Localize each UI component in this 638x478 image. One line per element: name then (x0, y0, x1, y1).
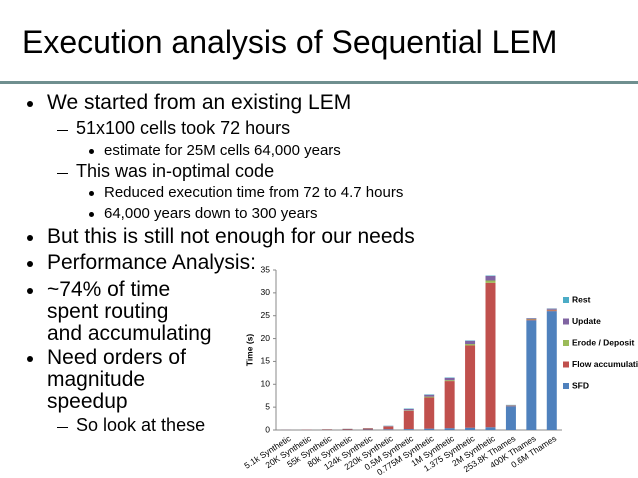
bar-segment (485, 275, 496, 281)
bar-segment (546, 311, 557, 430)
bullet-text: ~74% of time (47, 278, 171, 301)
legend-swatch (563, 361, 569, 368)
y-tick-label: 15 (261, 356, 271, 366)
bullet-marker (57, 172, 68, 174)
y-tick-label: 10 (261, 379, 271, 389)
bullet-text: This was in-optimal code (76, 161, 275, 181)
bar-segment (444, 380, 455, 382)
bullet-text: We started from an existing LEM (47, 91, 352, 114)
bullet-text: Reduced execution time from 72 to 4.7 ho… (104, 184, 404, 201)
bullet-text: 51x100 cells took 72 hours (76, 118, 291, 138)
bullet-text: spent routing (47, 300, 169, 323)
bar-segment (424, 394, 435, 397)
bar-segment (546, 308, 557, 310)
legend-swatch (563, 318, 569, 325)
legend-label: Update (572, 316, 601, 326)
bar-segment (546, 310, 557, 312)
legend-swatch (563, 383, 569, 389)
bar-segment (444, 377, 455, 381)
bullet-text: But this is still not enough for our nee… (47, 225, 415, 248)
bar-segment (526, 319, 537, 321)
bullet-marker (27, 261, 33, 267)
bar-segment (342, 428, 353, 430)
bullet-text: Need orders of (47, 346, 186, 369)
bullet-text: magnitude (47, 368, 146, 391)
y-tick-label: 0 (265, 424, 270, 434)
bullet-text: Performance Analysis: (47, 251, 256, 274)
bullet-text: and accumulating (47, 322, 212, 345)
bar-segment (485, 427, 496, 430)
bar-segment (465, 344, 476, 346)
bar-segment (485, 282, 496, 428)
bullet-marker (57, 426, 68, 428)
title-rule (0, 81, 638, 84)
bar-segment (505, 406, 516, 430)
bar-segment (465, 427, 476, 430)
legend-label: Flow accumulation (572, 359, 638, 369)
bar-segment (383, 426, 394, 430)
bar-segment (465, 345, 476, 428)
bar-segment (526, 320, 537, 430)
bar-segment (362, 428, 373, 430)
y-tick-label: 20 (261, 333, 271, 343)
legend-label: Erode / Deposit (572, 337, 635, 347)
bullet-marker (27, 356, 33, 362)
y-tick-label: 25 (261, 310, 271, 320)
bullet-marker (57, 129, 68, 131)
bullet-text: speedup (47, 390, 128, 413)
bar-segment (424, 397, 435, 429)
legend-swatch (563, 340, 569, 346)
bar-segment (403, 410, 414, 430)
bullet-text: 64,000 years down to 300 years (104, 205, 318, 222)
y-axis-label: Time (s) (244, 334, 254, 367)
bar-segment (424, 396, 435, 398)
bullet-text: estimate for 25M cells 64,000 years (104, 142, 341, 159)
y-tick-label: 5 (265, 401, 270, 411)
bullet-marker (89, 212, 94, 217)
y-tick-label: 30 (261, 287, 271, 297)
bullet-marker (27, 288, 33, 294)
y-tick-label: 35 (261, 264, 271, 274)
slide-title: Execution analysis of Sequential LEM (22, 24, 558, 60)
legend-swatch (563, 297, 569, 303)
bar-segment (465, 340, 476, 345)
legend-label: SFD (572, 380, 589, 390)
bar-segment (403, 408, 414, 411)
bar-segment (485, 280, 496, 283)
bar-segment (526, 318, 537, 319)
bar-segment (444, 381, 455, 429)
bullet-marker (89, 149, 94, 154)
bar-segment (424, 428, 435, 430)
bullet-marker (27, 235, 33, 241)
bar-segment (444, 428, 455, 430)
legend-label: Rest (572, 294, 591, 304)
bar-segment (383, 429, 394, 430)
bullet-marker (27, 101, 33, 107)
bullet-marker (89, 191, 94, 196)
bar-segment (403, 429, 414, 430)
bullet-text: So look at these (76, 415, 206, 435)
